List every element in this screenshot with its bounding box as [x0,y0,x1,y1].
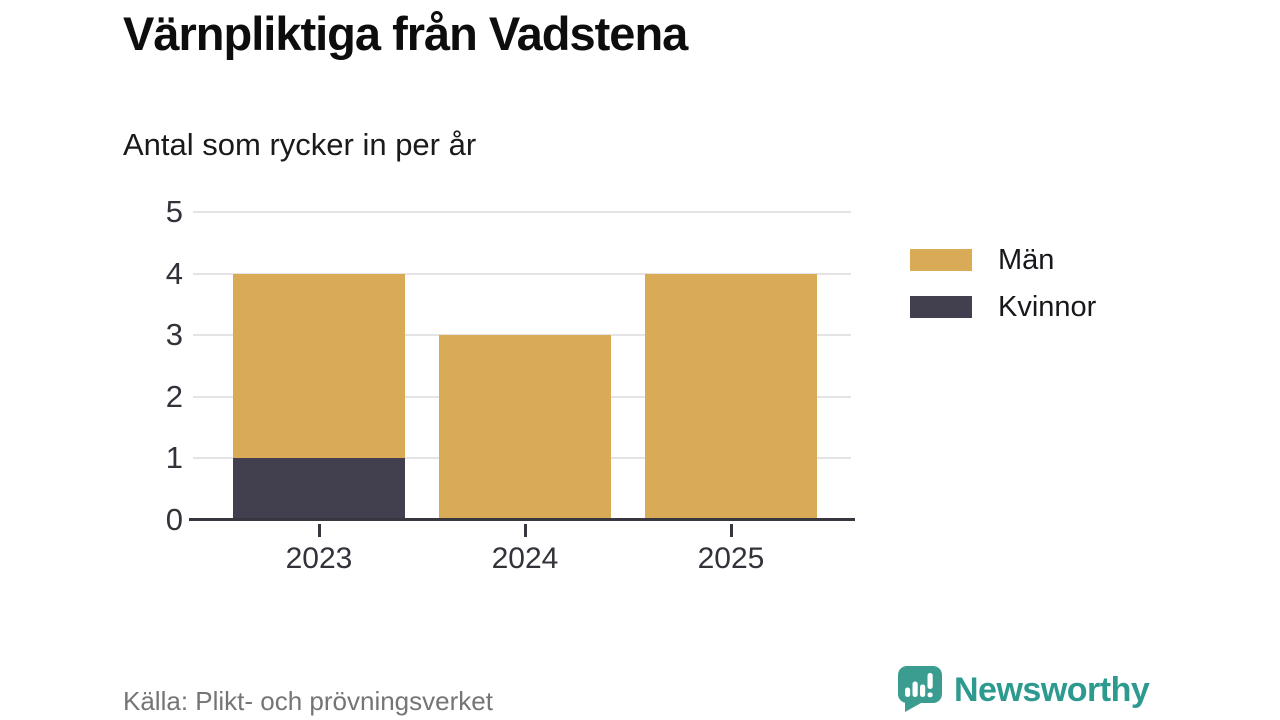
x-tick-2024 [523,524,527,537]
x-tick-label-2023: 2023 [285,542,353,575]
chart-subtitle: Antal som rycker in per år [123,127,477,162]
bar-segment-män-2023 [233,273,405,459]
legend-label-kvinnor: Kvinnor [998,290,1097,323]
legend-item-män: Män [910,243,1096,277]
x-tick-label-2025: 2025 [697,542,765,575]
y-tick-label-5: 5 [165,194,183,229]
newsworthy-bubble-chart-icon [898,666,942,712]
y-axis-labels: 0 1 2 3 4 5 [130,196,183,536]
legend: Män Kvinnor [910,243,1096,337]
y-tick-label-1: 1 [165,440,183,476]
x-tick-label-2024: 2024 [491,542,559,575]
gridline-5 [193,211,851,213]
bar-segment-män-2025 [645,273,817,520]
y-tick-label-2: 2 [165,378,183,414]
bar-segment-män-2024 [439,335,611,520]
plot-area: 2023 2024 2025 [189,211,855,575]
x-tick-2025 [729,524,733,537]
bar-segment-kvinnor-2023 [233,458,405,520]
chart-title: Värnpliktiga från Vadstena [123,7,688,60]
source-note: Källa: Plikt- och prövningsverket [123,686,493,716]
legend-label-män: Män [998,243,1055,276]
y-tick-label-0: 0 [165,502,183,537]
legend-swatch-män [910,249,972,271]
newsworthy-logo: Newsworthy [897,664,1150,716]
x-axis-line [189,518,855,521]
y-tick-label-4: 4 [165,255,183,291]
legend-item-kvinnor: Kvinnor [910,290,1096,324]
gridline-4 [193,272,851,275]
legend-swatch-kvinnor [910,296,972,318]
newsworthy-wordmark: Newsworthy [954,670,1150,709]
x-tick-2023 [317,524,321,537]
y-tick-label-3: 3 [165,317,183,353]
